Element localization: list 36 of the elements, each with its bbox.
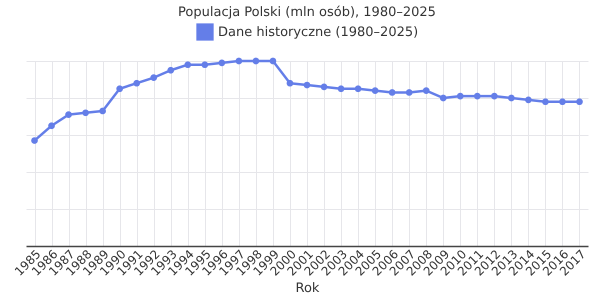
point: [508, 94, 515, 102]
point: [542, 98, 549, 106]
point: [252, 58, 260, 64]
point: [270, 58, 276, 64]
point: [82, 109, 89, 116]
point: [286, 80, 294, 87]
point: [456, 92, 464, 100]
legend-label: Dane historyczne (1980–2025): [218, 25, 418, 40]
point: [559, 98, 566, 106]
point: [31, 137, 38, 144]
point: [236, 58, 242, 64]
point: [304, 82, 310, 88]
point: [422, 87, 430, 94]
point: [372, 87, 378, 94]
point: [133, 80, 140, 87]
point: [406, 89, 413, 96]
x-axis-title: Rok: [296, 280, 320, 296]
point: [576, 98, 583, 106]
chart-title: Populacja Polski (mln osób), 1980–2025: [178, 5, 436, 20]
point: [65, 111, 72, 118]
point: [99, 108, 106, 114]
point: [338, 85, 344, 92]
point: [320, 84, 328, 90]
point: [48, 122, 55, 130]
point: [440, 94, 447, 102]
point: [218, 60, 226, 66]
point: [490, 92, 498, 100]
point: [525, 96, 532, 104]
point: [474, 92, 481, 100]
point: [388, 89, 396, 96]
point: [201, 61, 208, 68]
point: [150, 74, 158, 81]
point: [167, 66, 174, 74]
point: [116, 85, 124, 92]
point: [354, 85, 362, 92]
point: [184, 61, 192, 68]
